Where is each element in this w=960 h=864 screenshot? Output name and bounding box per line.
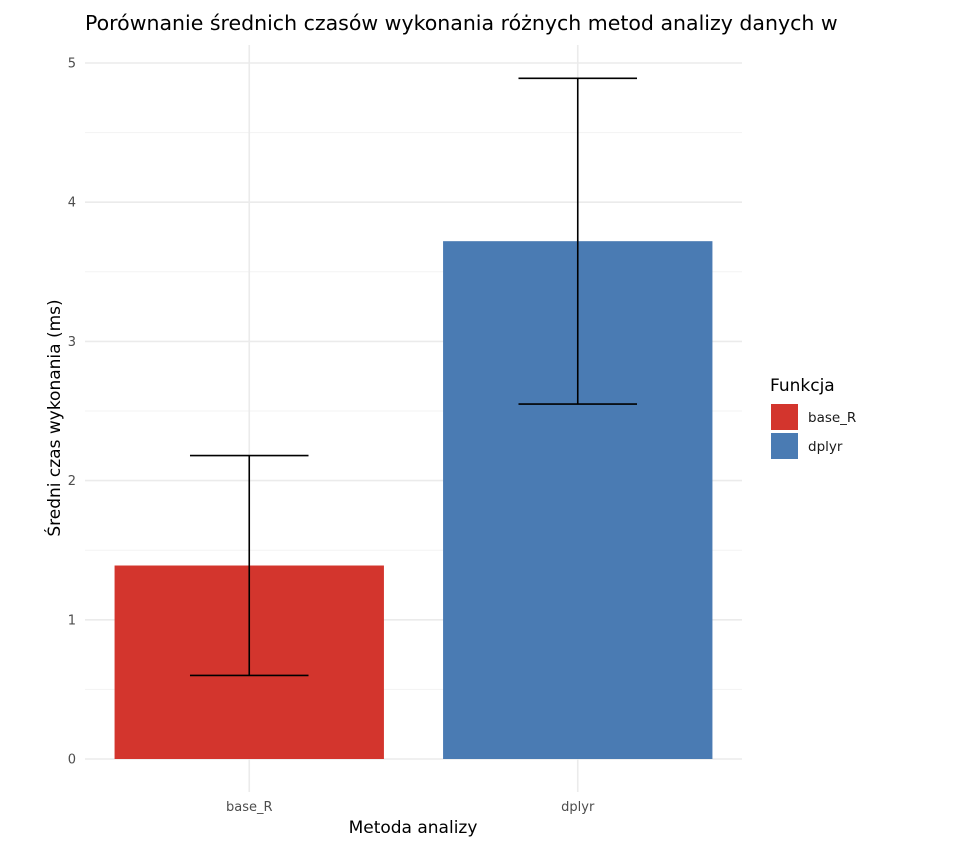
legend-label: base_R xyxy=(808,410,856,426)
x-axis-title: Metoda analizy xyxy=(349,818,478,838)
legend-swatch xyxy=(771,404,798,430)
legend-swatch xyxy=(771,433,798,459)
error-bar-base_R xyxy=(189,454,309,677)
x-tick-label: dplyr xyxy=(561,800,595,815)
y-tick-label: 0 xyxy=(68,753,76,768)
grid xyxy=(85,45,742,792)
error-bars xyxy=(189,77,638,677)
chart-title: Porównanie średnich czasów wykonania róż… xyxy=(85,11,838,35)
error-bar-dplyr xyxy=(518,77,638,405)
bars xyxy=(114,241,713,759)
y-tick-label: 3 xyxy=(68,335,76,350)
y-axis-title: Średni czas wykonania (ms) xyxy=(43,299,65,536)
y-tick-label: 1 xyxy=(68,613,76,628)
legend-title: Funkcja xyxy=(770,376,835,396)
y-tick-label: 2 xyxy=(68,474,76,489)
x-tick-label: base_R xyxy=(226,800,273,815)
legend-item-base_R: base_R xyxy=(771,404,856,430)
x-axis-ticks: base_R dplyr xyxy=(226,800,595,815)
chart-title-container: Porównanie średnich czasów wykonania róż… xyxy=(85,8,878,38)
y-tick-label: 5 xyxy=(68,57,76,72)
legend-item-dplyr: dplyr xyxy=(771,433,843,459)
legend-label: dplyr xyxy=(808,439,843,455)
y-axis-ticks: 0 1 2 3 4 5 xyxy=(68,57,76,768)
y-tick-label: 4 xyxy=(68,196,76,211)
